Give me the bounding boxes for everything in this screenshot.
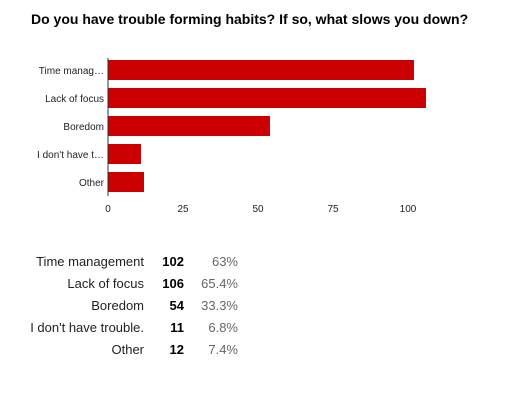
bar[interactable] [108,88,426,108]
summary-row: Other 12 7.4% [0,342,300,364]
bar-chart: Time manag… Lack of focus Boredom I don't h… [37,58,426,215]
summary-count: 106 [162,276,184,291]
summary-count: 54 [169,298,184,313]
x-tick-label: 50 [252,204,264,215]
summary-count: 11 [170,320,184,335]
summary-label: Boredom [91,298,144,313]
category-label: Other [79,178,105,189]
summary-row: I don't have trouble. 11 6.8% [0,320,300,342]
summary-count: 102 [162,254,184,269]
summary-percent: 63% [211,254,238,269]
summary-percent: 65.4% [201,276,238,291]
summary-row: Boredom 54 33.3% [0,298,300,320]
summary-count: 12 [169,342,184,357]
category-label: Boredom [63,122,104,133]
x-tick-label: 25 [177,204,189,215]
category-label: Lack of focus [45,94,104,105]
summary-label: I don't have trouble. [30,320,144,335]
summary-percent: 33.3% [201,298,238,313]
summary-percent: 6.8% [208,320,238,335]
chart-title: Do you have trouble forming habits? If s… [31,11,469,27]
bar[interactable] [108,144,141,164]
bar[interactable] [108,60,414,80]
summary-row: Lack of focus 106 65.4% [0,276,300,298]
bar[interactable] [108,172,144,192]
x-tick-label: 75 [327,204,339,215]
x-tick-label: 0 [105,204,111,215]
x-tick-label: 100 [400,204,417,215]
summary-row: Time management 102 63% [0,254,300,276]
bar[interactable] [108,116,270,136]
category-label: I don't have t… [37,150,104,161]
summary-label: Other [111,342,144,357]
summary-percent: 7.4% [208,342,238,357]
summary-label: Lack of focus [67,276,144,291]
category-label: Time manag… [39,66,104,77]
summary-label: Time management [36,254,144,269]
